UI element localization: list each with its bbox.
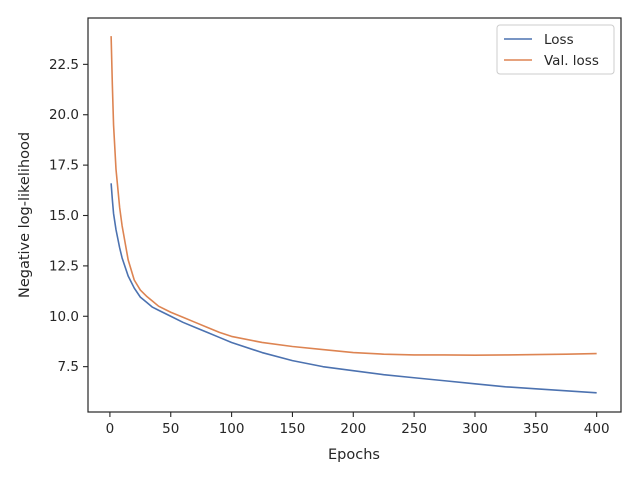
- x-tick-label-150: 150: [280, 421, 306, 437]
- y-tick-label-5: 20.0: [49, 107, 79, 123]
- y-tick-label-1: 10.0: [49, 309, 79, 325]
- x-tick-label-350: 350: [523, 421, 549, 437]
- x-axis-title: Epochs: [328, 447, 380, 463]
- x-tick-label-250: 250: [401, 421, 427, 437]
- legend-box: [496, 24, 615, 75]
- x-tick-label-400: 400: [584, 421, 610, 437]
- x-tick-label-50: 50: [162, 421, 179, 437]
- x-tick-label-0: 0: [106, 421, 115, 437]
- y-tick-label-2: 12.5: [49, 258, 79, 274]
- legend: Loss Val. loss: [496, 24, 615, 75]
- y-tick-label-6: 22.5: [49, 57, 79, 73]
- x-tick-label-100: 100: [219, 421, 245, 437]
- series-line-val-loss: [110, 36, 597, 356]
- series-group: [110, 36, 597, 394]
- x-tick-label-300: 300: [462, 421, 488, 437]
- y-axis-title: Negative log-likelihood: [17, 132, 33, 298]
- y-tick-label-3: 15.0: [49, 208, 79, 224]
- y-axis: 7.5 10.0 12.5 15.0 17.5 20.0 22.5: [49, 57, 88, 375]
- x-axis: 0 50 100 150 200 250 300 350 400: [106, 412, 610, 437]
- y-tick-label-4: 17.5: [49, 158, 79, 174]
- legend-label-val-loss: Val. loss: [544, 53, 599, 69]
- legend-label-loss: Loss: [544, 32, 574, 48]
- series-line-loss: [110, 183, 597, 394]
- y-tick-label-0: 7.5: [58, 359, 79, 375]
- x-tick-label-200: 200: [340, 421, 366, 437]
